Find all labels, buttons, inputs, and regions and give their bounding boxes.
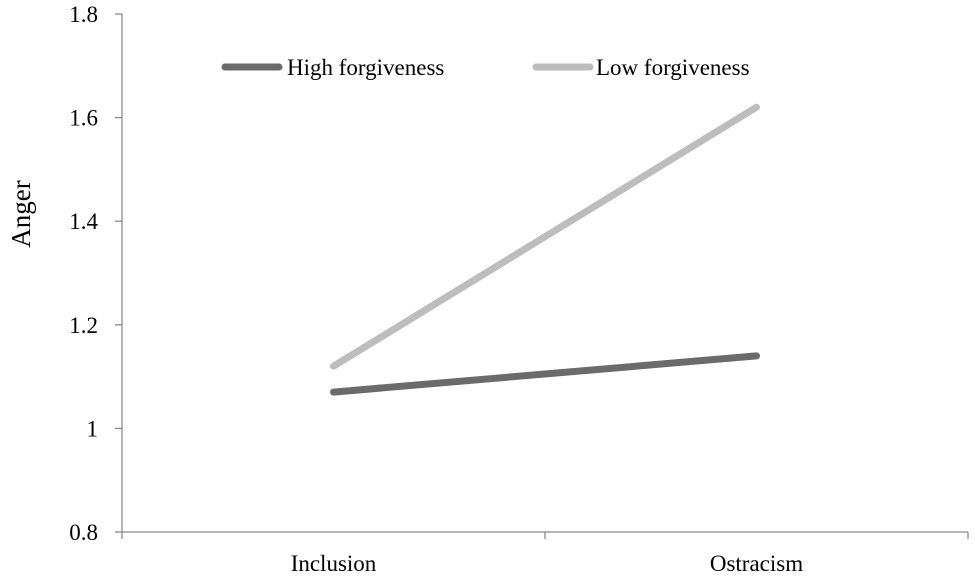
y-tick-label: 1 [87,416,99,441]
y-tick-label: 1.6 [69,106,98,131]
x-tick-label: Inclusion [291,551,377,576]
axes: 0.8 1 1.2 1.4 1.6 1.8 Inclusion Ostracism [69,2,969,576]
y-axis-title: Anger [6,180,36,247]
y-tick-label: 0.8 [69,520,98,545]
legend-label: High forgiveness [287,55,444,80]
legend: High forgiveness Low forgiveness [221,55,750,80]
series-layer [330,103,760,396]
y-tick-label: 1.2 [69,313,98,338]
series-line-low-forgiveness [330,103,760,370]
legend-label: Low forgiveness [596,55,750,80]
y-tick-label: 1.4 [69,209,98,234]
series-line-high-forgiveness [330,352,760,396]
y-tick-label: 1.8 [69,2,98,27]
x-tick-label: Ostracism [710,551,803,576]
